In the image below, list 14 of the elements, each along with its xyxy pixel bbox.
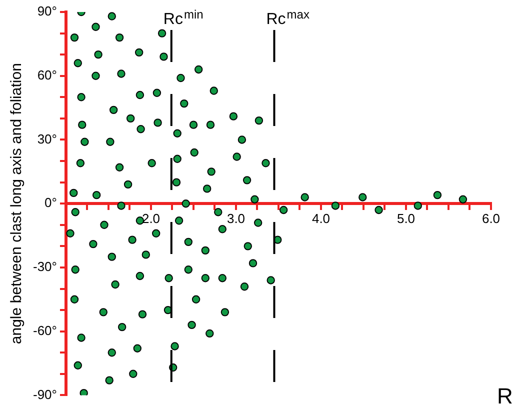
x-tick-label: 4.0	[312, 210, 330, 226]
x-tick-label: 2.0	[142, 210, 160, 226]
y-tick-label: -90°	[32, 386, 57, 402]
y-tick-label: -60°	[32, 322, 57, 338]
x-tick-label: 6.0	[482, 210, 500, 226]
y-tick-label: 60°	[37, 67, 57, 82]
y-tick-label: -30°	[32, 259, 57, 274]
y-tick-label: 30°	[37, 131, 57, 146]
x-axis-title: R	[497, 383, 513, 406]
y-tick-label: 90°	[37, 4, 57, 19]
x-tick-label: 5.0	[396, 210, 416, 226]
y-axis-title: angle between clast long axis and foliation	[8, 63, 26, 344]
y-tick-label: 0°	[44, 195, 57, 210]
x-tick-label: 3.0	[226, 210, 246, 226]
